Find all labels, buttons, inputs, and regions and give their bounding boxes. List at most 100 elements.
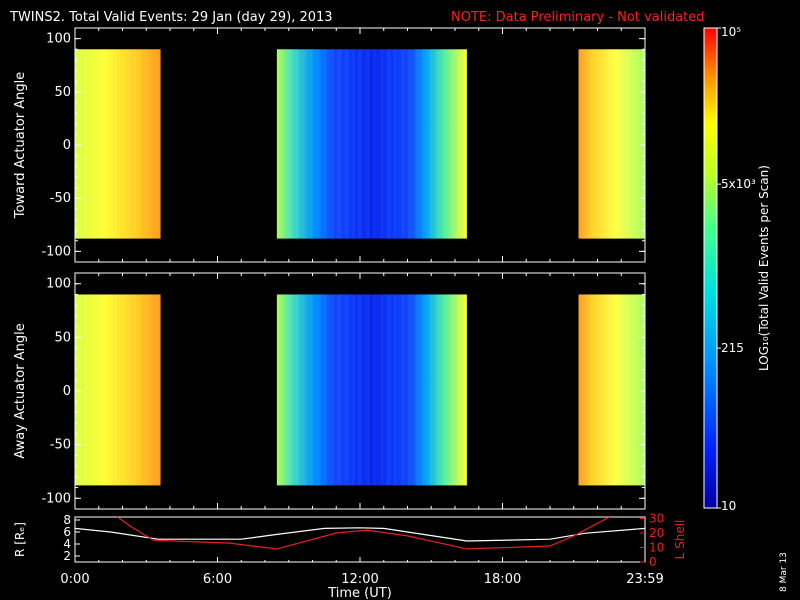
texture-stripe	[358, 49, 360, 239]
texture-stripe	[436, 294, 438, 486]
texture-stripe	[125, 49, 127, 239]
texture-stripe	[612, 49, 614, 239]
texture-stripe	[105, 294, 107, 486]
texture-stripe	[86, 49, 89, 239]
texture-stripe	[597, 294, 599, 486]
texture-stripe	[146, 49, 149, 239]
away-panel: 100 50 0 -50 -100 Away Actuator Angle	[13, 272, 646, 510]
texture-stripe	[423, 49, 425, 239]
texture-stripe	[394, 294, 396, 486]
texture-stripe	[617, 49, 619, 239]
texture-stripe	[159, 294, 161, 486]
texture-stripe	[360, 294, 362, 486]
texture-stripe	[366, 49, 368, 239]
texture-stripe	[629, 294, 631, 486]
texture-stripe	[366, 294, 368, 486]
texture-stripe	[590, 49, 592, 239]
texture-stripe	[595, 49, 597, 239]
texture-stripe	[140, 294, 143, 486]
texture-stripe	[153, 49, 155, 239]
toward-panel: 100 50 0 -50 -100 Toward Actuator Angle	[13, 27, 646, 263]
texture-stripe	[430, 49, 432, 239]
texture-stripe	[282, 294, 284, 486]
texture-stripe	[137, 294, 139, 486]
texture-stripe	[582, 49, 584, 239]
texture-stripe	[642, 294, 644, 486]
texture-stripe	[116, 49, 118, 239]
texture-stripe	[617, 294, 619, 486]
texture-stripe	[156, 294, 158, 486]
texture-stripe	[337, 49, 339, 239]
texture-stripe	[150, 294, 152, 486]
texture-stripe	[153, 294, 155, 486]
texture-stripe	[423, 294, 425, 486]
texture-stripe	[111, 49, 113, 239]
texture-stripe	[90, 294, 92, 486]
texture-stripe	[438, 49, 440, 239]
texture-stripe	[373, 49, 375, 239]
texture-stripe	[311, 294, 313, 486]
x-axis-label: Time (UT)	[327, 586, 392, 600]
texture-stripe	[635, 49, 637, 239]
texture-stripe	[464, 294, 467, 486]
texture-stripe	[133, 49, 136, 239]
texture-stripe	[602, 49, 604, 239]
texture-stripe	[639, 294, 641, 486]
y-tick-label: -100	[41, 491, 71, 506]
texture-stripe	[627, 294, 629, 486]
texture-stripe	[93, 49, 96, 239]
texture-stripe	[324, 294, 326, 486]
texture-stripe	[368, 49, 370, 239]
texture-stripe	[318, 49, 320, 239]
texture-stripe	[607, 294, 609, 486]
texture-stripe	[131, 49, 133, 239]
texture-stripe	[629, 49, 631, 239]
texture-stripe	[619, 294, 621, 486]
texture-stripe	[347, 294, 349, 486]
texture-stripe	[603, 294, 605, 486]
texture-stripe	[93, 294, 96, 486]
texture-stripe	[109, 294, 111, 486]
texture-stripe	[80, 49, 82, 239]
texture-stripe	[417, 294, 419, 486]
texture-stripe	[105, 49, 107, 239]
texture-stripe	[451, 49, 453, 239]
texture-stripe	[578, 49, 580, 239]
texture-stripe	[595, 294, 597, 486]
texture-stripe	[605, 294, 607, 486]
texture-stripe	[83, 294, 85, 486]
texture-stripe	[609, 49, 611, 239]
texture-stripe	[75, 49, 77, 239]
texture-stripe	[297, 49, 299, 239]
texture-stripe	[583, 49, 585, 239]
texture-stripe	[444, 294, 446, 486]
texture-stripe	[580, 294, 582, 486]
texture-stripe	[641, 294, 643, 486]
texture-stripe	[138, 49, 140, 239]
texture-stripe	[290, 49, 292, 239]
texture-stripe	[622, 294, 624, 486]
y-tick-label: -100	[41, 244, 71, 259]
texture-stripe	[83, 49, 85, 239]
texture-stripe	[459, 294, 461, 486]
texture-stripe	[133, 294, 136, 486]
texture-stripe	[147, 49, 149, 239]
texture-stripe	[438, 294, 440, 486]
texture-stripe	[457, 294, 459, 486]
date-stamp: 8 Mar 13	[779, 552, 789, 592]
texture-stripe	[122, 294, 124, 486]
texture-stripe	[112, 294, 114, 486]
x-tick-label: 6:00	[203, 572, 232, 587]
texture-stripe	[311, 49, 313, 239]
texture-stripe	[624, 294, 626, 486]
texture-stripe	[316, 294, 318, 486]
left-y-tick-label: 4	[63, 537, 71, 551]
texture-stripe	[607, 49, 609, 239]
texture-stripe	[331, 294, 334, 486]
right-y-tick-label: 30	[649, 511, 664, 525]
x-tick-label: 18:00	[484, 572, 521, 587]
colorbar-panel: 10⁵ 5x10³ 215 10 LOG₁₀(Total Valid Events pe…	[703, 25, 771, 513]
texture-stripe	[125, 294, 127, 486]
texture-stripe	[635, 294, 637, 486]
texture-stripe	[388, 49, 391, 239]
